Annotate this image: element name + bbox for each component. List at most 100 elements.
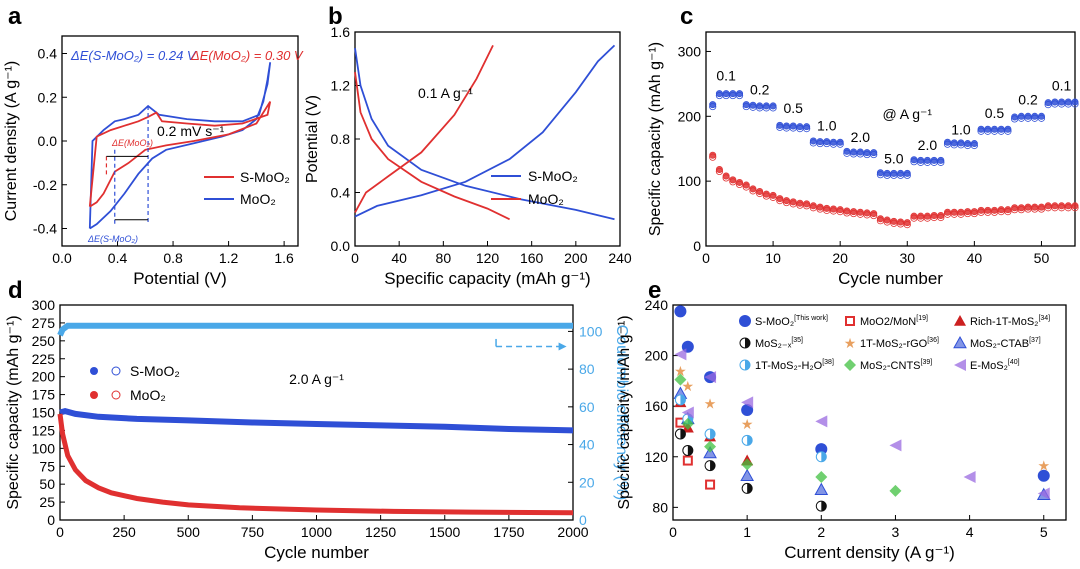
- rate-point: [756, 188, 764, 196]
- rate-point: [1064, 202, 1072, 210]
- legend-ref: [19]: [916, 315, 928, 322]
- rate-point: [917, 212, 925, 220]
- x-tick-label: 80: [436, 250, 452, 266]
- data-point-MoS2-CNTS: [704, 440, 717, 453]
- gcd-curve: [354, 44, 616, 218]
- data-point-MoO2/MoN: [705, 479, 716, 490]
- panel-e: 0 1 2 3 4 5 80 120 160 200 240 Current density (A g…: [616, 297, 1067, 562]
- rate-point: [783, 197, 791, 205]
- rate-point: [883, 218, 891, 226]
- x-tick-label: 500: [177, 524, 201, 540]
- rate-label: 2.0: [918, 137, 938, 153]
- rate-point: [903, 171, 911, 179]
- rate-point: [843, 207, 851, 215]
- rate-point: [796, 199, 804, 207]
- unit-label: @ A g⁻¹: [882, 106, 932, 122]
- marker-half: [745, 360, 750, 370]
- rate-point: [890, 169, 898, 177]
- rate-point: [1051, 202, 1059, 210]
- x-tick-label: 1: [743, 524, 751, 540]
- cycle-band-MoO2 capacity: [57, 413, 574, 516]
- rate-point: [803, 202, 811, 210]
- data-point-1T-MoS2-rGO: ★: [1037, 458, 1050, 474]
- marker-half: [747, 483, 753, 494]
- rate-point: [769, 104, 777, 112]
- legend-ref: [37]: [1029, 337, 1041, 344]
- x-tick-label: 250: [112, 524, 136, 540]
- legend-marker: [111, 390, 121, 400]
- y-tick-label: 1.6: [331, 24, 351, 40]
- x-tick-label: 40: [967, 250, 983, 266]
- rate-point: [736, 90, 744, 98]
- rate-point: [937, 156, 945, 164]
- rate-point: [803, 123, 811, 131]
- y-tick-label: 0: [47, 512, 55, 528]
- rate-point: [1031, 203, 1039, 211]
- legend-marker: [954, 315, 966, 326]
- x-tick-label: 1000: [301, 524, 332, 540]
- x-tick-label: 10: [765, 250, 781, 266]
- rate-point: [990, 125, 998, 133]
- rate-point: [1037, 112, 1045, 120]
- cv-curve-S-MoO2: [88, 62, 272, 230]
- plot-frame: [61, 35, 299, 247]
- x-tick-label: 160: [520, 250, 544, 266]
- rate-point: [789, 122, 797, 130]
- data-point-MoS2-CNTS: [681, 417, 694, 430]
- data-point-S-MoO2: [1037, 469, 1050, 482]
- panel-label-d: d: [8, 277, 23, 304]
- y-tick-label: 275: [32, 315, 56, 331]
- rate-point: [1004, 208, 1012, 216]
- rate-point: [897, 218, 905, 226]
- rate-point: [829, 205, 837, 213]
- panel-label-a: a: [8, 3, 22, 30]
- y-tick-label: 200: [32, 369, 56, 385]
- rate-point: [876, 169, 884, 177]
- rate-point: [803, 200, 811, 208]
- rate-point: [836, 208, 844, 216]
- legend-ref: [39]: [921, 359, 933, 366]
- rate-point: [856, 208, 864, 216]
- panel-label-c: c: [680, 3, 693, 30]
- data-point-E-MoS2: [681, 406, 694, 419]
- rate-point: [715, 90, 723, 98]
- data-point-MoS2-CTAB: [814, 482, 829, 495]
- legend-ref: [40]: [1008, 359, 1020, 366]
- x-tick-label: 3: [892, 524, 900, 540]
- gcd-curve: [354, 71, 510, 221]
- legend-label: S-MoO₂: [528, 168, 578, 184]
- rate-point: [722, 174, 730, 182]
- x-tick-label: 1750: [493, 524, 524, 540]
- rate-point: [970, 141, 978, 150]
- rate-point: [735, 180, 744, 188]
- legend-label: MoS₂-CTAB[37]: [970, 337, 1041, 350]
- rate-point: [769, 193, 777, 201]
- legend-marker: [845, 316, 855, 326]
- data-point-E-MoS2: [889, 439, 902, 452]
- y-tick-label: 160: [645, 398, 669, 414]
- gcd-curve: [354, 47, 615, 221]
- marker-half: [687, 445, 693, 456]
- x-tick-label: 4: [966, 524, 974, 540]
- rate-point: [742, 101, 750, 109]
- rate-point: [749, 187, 757, 195]
- rate-point: [729, 90, 737, 98]
- y-tick-label: 100: [678, 173, 702, 189]
- y-tick-label: 120: [645, 449, 669, 465]
- rate-point: [1031, 112, 1039, 120]
- y-tick-label: 300: [678, 43, 702, 59]
- y-tick-label: 0.2: [38, 89, 58, 105]
- rate-point: [722, 172, 730, 180]
- rate-point: [944, 208, 952, 216]
- rate-point: [709, 151, 717, 159]
- legend-label: Rich-1T-MoS₂[34]: [970, 315, 1050, 328]
- rate-point: [957, 139, 965, 147]
- rate-point: [756, 102, 764, 110]
- data-point-MoS2-x: [815, 500, 827, 512]
- legend-label: S-MoO₂: [130, 363, 180, 379]
- x-tick-label: 240: [608, 250, 632, 266]
- rate-label: 0.1: [716, 68, 736, 84]
- rate-annotation: 2.0 A g⁻¹: [289, 371, 344, 387]
- rate-point: [964, 208, 972, 216]
